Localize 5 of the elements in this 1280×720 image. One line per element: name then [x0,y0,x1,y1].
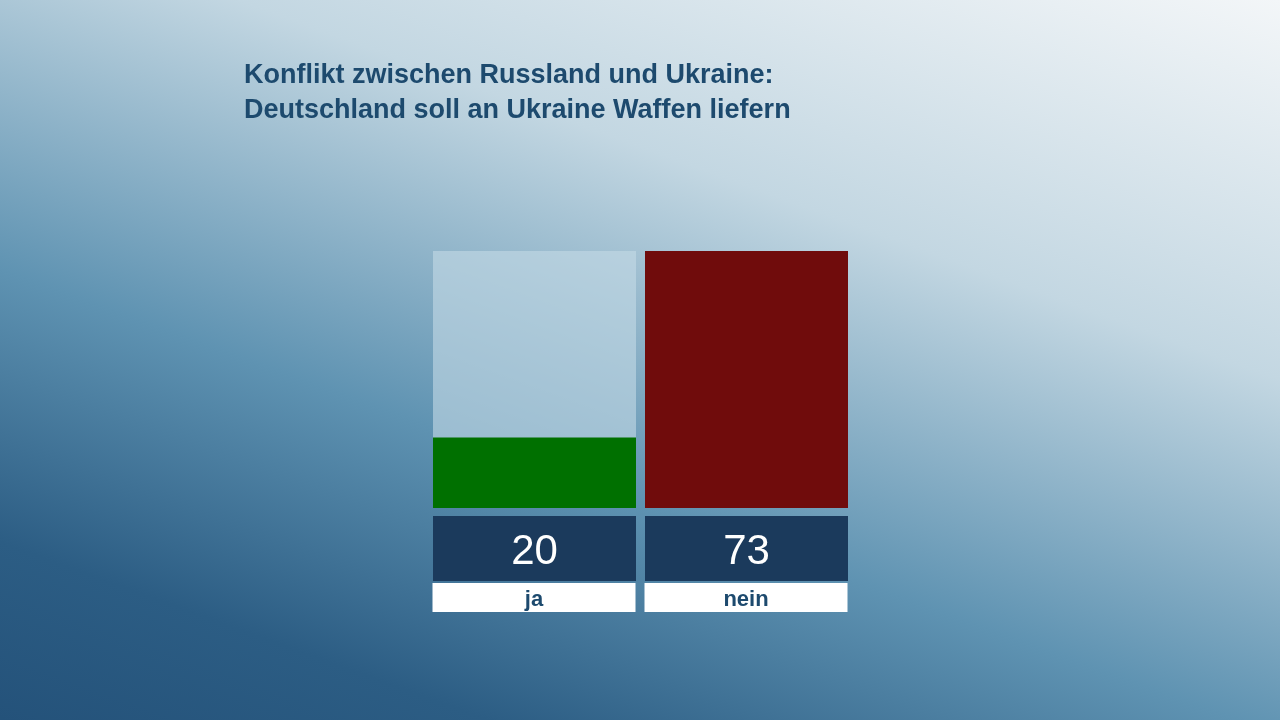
chart-title: Konflikt zwischen Russland und Ukraine: Deutschland soll an Ukraine Waffen liefern [244,58,791,126]
data-label: 20 [511,526,558,573]
data-label: 73 [723,526,770,573]
x-tick-label: nein [723,586,769,611]
x-tick-label: ja [523,586,544,611]
